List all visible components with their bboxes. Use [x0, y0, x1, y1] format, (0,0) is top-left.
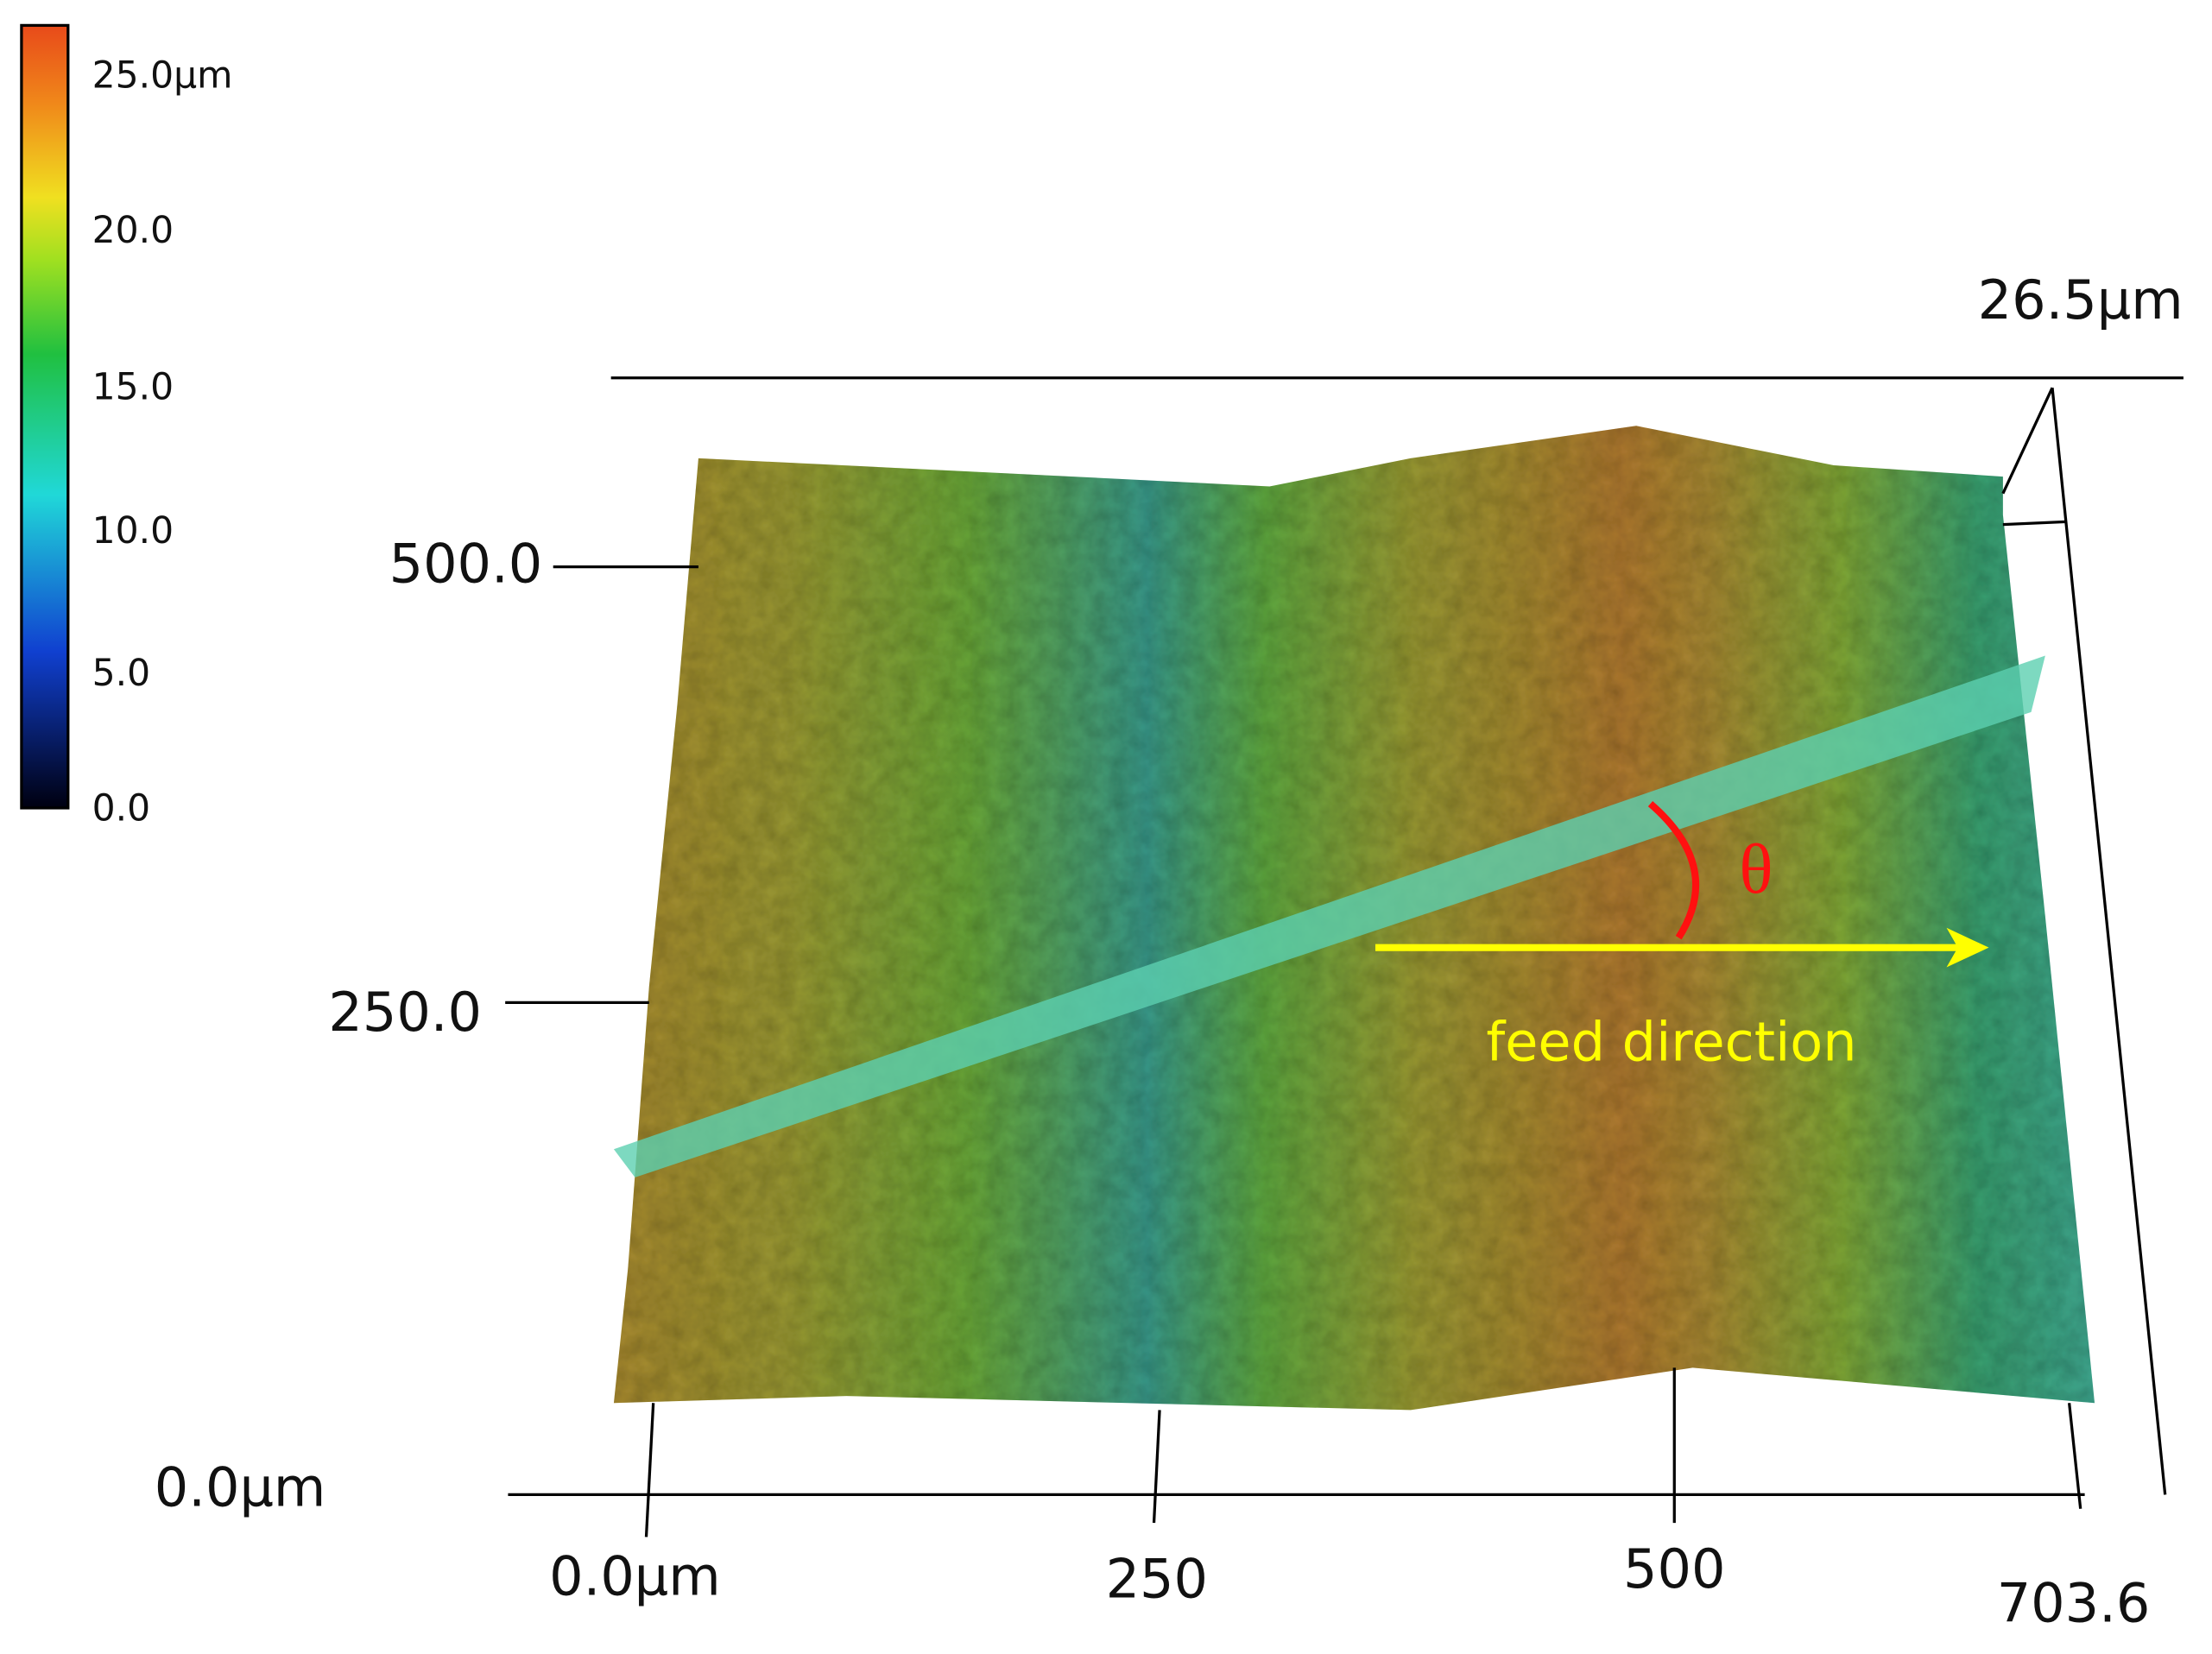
- colorbar-label: 25.0µm: [92, 54, 233, 97]
- tick: [644, 1403, 655, 1537]
- z-label: 0.0µm: [155, 1455, 326, 1518]
- axis-line: [2051, 388, 2167, 1495]
- x-label: 0.0µm: [549, 1544, 721, 1607]
- colorbar-label: 15.0: [92, 366, 174, 408]
- colorbar: [20, 23, 70, 810]
- colorbar-label: 10.0: [92, 510, 174, 552]
- tick: [1152, 1410, 1161, 1524]
- x-label: 250: [1106, 1548, 1208, 1611]
- axis-line: [2001, 387, 2054, 495]
- tick: [2068, 1403, 2082, 1509]
- cut-band: [613, 655, 2045, 1177]
- colorbar-label: 0.0: [92, 788, 151, 830]
- y-label: 250.0: [328, 981, 482, 1044]
- feed-label: feed direction: [1486, 1010, 1856, 1073]
- x-label: 500: [1623, 1537, 1725, 1600]
- angle-arc: [1647, 800, 1700, 940]
- feed-arrowhead: [1946, 927, 1989, 968]
- x-label: 703.6: [1997, 1571, 2151, 1634]
- colorbar-label: 20.0: [92, 210, 174, 252]
- axis-line: [2002, 520, 2067, 527]
- y-label: 500.0: [389, 533, 543, 596]
- angle-label: θ: [1739, 830, 1773, 908]
- colorbar-label: 5.0: [92, 653, 151, 695]
- z-label: 26.5µm: [1978, 268, 2184, 331]
